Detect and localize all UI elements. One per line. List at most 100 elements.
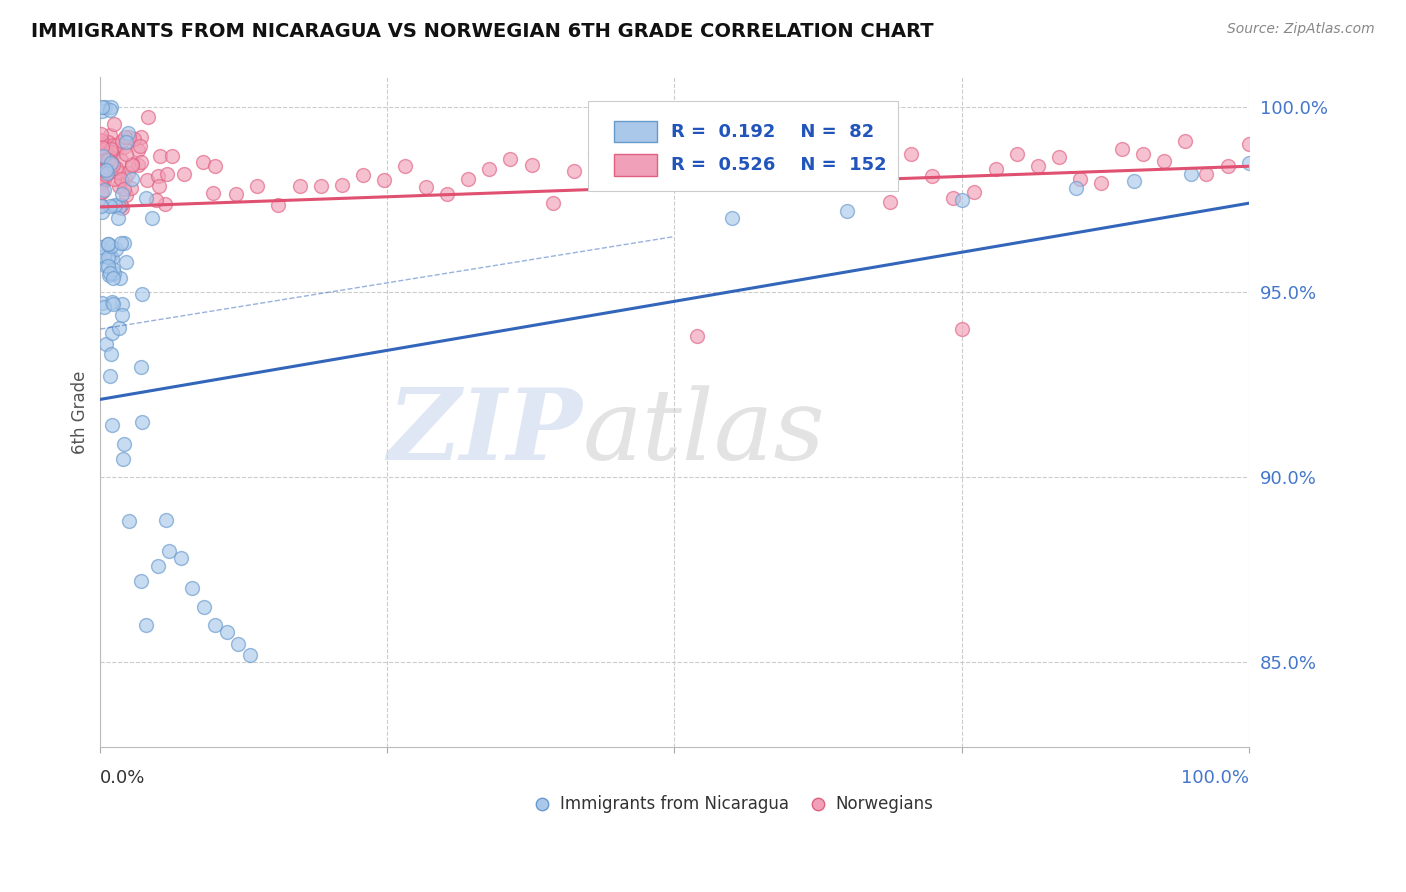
Point bbox=[91, 149, 114, 163]
Point bbox=[499, 153, 522, 167]
Point bbox=[93, 163, 115, 178]
Point bbox=[97, 237, 120, 252]
Point bbox=[950, 193, 973, 207]
Point bbox=[105, 137, 128, 152]
Point bbox=[950, 322, 973, 336]
FancyBboxPatch shape bbox=[588, 101, 898, 191]
Point bbox=[104, 198, 127, 212]
Point bbox=[1180, 167, 1202, 181]
FancyBboxPatch shape bbox=[613, 121, 657, 143]
Point bbox=[921, 169, 943, 183]
Point bbox=[141, 211, 163, 226]
Point bbox=[1132, 147, 1154, 161]
Point bbox=[100, 155, 122, 169]
Point bbox=[98, 266, 121, 280]
Point bbox=[101, 261, 124, 276]
Point bbox=[156, 167, 179, 181]
Point bbox=[478, 162, 501, 177]
Point bbox=[100, 158, 122, 172]
Point bbox=[112, 451, 135, 466]
Point bbox=[330, 178, 353, 192]
Y-axis label: 6th Grade: 6th Grade bbox=[72, 370, 89, 454]
Point bbox=[170, 551, 193, 566]
Point bbox=[117, 166, 139, 180]
Point bbox=[94, 142, 117, 156]
Point bbox=[96, 139, 118, 153]
Point bbox=[100, 156, 122, 170]
Point bbox=[103, 117, 125, 131]
Text: R =  0.526    N =  152: R = 0.526 N = 152 bbox=[671, 156, 887, 174]
Point bbox=[107, 211, 129, 225]
Point bbox=[117, 126, 139, 140]
Point bbox=[858, 168, 880, 182]
Point bbox=[121, 158, 143, 172]
Point bbox=[97, 161, 120, 175]
Point bbox=[101, 418, 124, 433]
Point bbox=[288, 178, 311, 193]
Point bbox=[129, 154, 152, 169]
Point bbox=[93, 143, 115, 157]
Point bbox=[115, 146, 138, 161]
Point bbox=[107, 179, 129, 194]
Point bbox=[215, 625, 238, 640]
Point bbox=[135, 191, 157, 205]
Point bbox=[97, 141, 120, 155]
Point bbox=[173, 167, 195, 181]
Point bbox=[193, 599, 215, 614]
Point bbox=[131, 286, 153, 301]
Point bbox=[794, 154, 817, 169]
Point bbox=[457, 172, 479, 186]
Point bbox=[90, 198, 112, 212]
Point bbox=[121, 172, 143, 186]
Point bbox=[815, 149, 838, 163]
Point bbox=[135, 618, 157, 632]
Point bbox=[148, 178, 170, 193]
Point bbox=[100, 100, 122, 114]
Point bbox=[108, 200, 131, 214]
Point bbox=[97, 268, 120, 282]
Point bbox=[1090, 176, 1112, 190]
Point bbox=[963, 185, 986, 199]
Point bbox=[101, 296, 124, 310]
Point bbox=[94, 162, 117, 177]
Point bbox=[98, 128, 121, 143]
Point bbox=[90, 174, 112, 188]
Point bbox=[1216, 159, 1239, 173]
Point bbox=[107, 321, 129, 335]
Point bbox=[91, 153, 114, 167]
Point bbox=[226, 636, 249, 650]
Point bbox=[100, 294, 122, 309]
Point bbox=[1237, 155, 1260, 169]
Point bbox=[773, 174, 796, 188]
Point bbox=[204, 160, 226, 174]
Point bbox=[103, 199, 125, 213]
Text: R =  0.192    N =  82: R = 0.192 N = 82 bbox=[671, 123, 875, 141]
Point bbox=[96, 166, 118, 180]
Point bbox=[122, 131, 145, 145]
Point bbox=[149, 149, 172, 163]
Point bbox=[103, 172, 125, 186]
Point bbox=[835, 203, 858, 218]
Point bbox=[668, 174, 690, 188]
Point bbox=[100, 163, 122, 178]
Point bbox=[352, 168, 374, 182]
Point bbox=[110, 198, 132, 212]
Point bbox=[90, 200, 112, 214]
Point bbox=[105, 161, 128, 175]
Point bbox=[107, 165, 129, 179]
Point bbox=[94, 149, 117, 163]
Point bbox=[146, 169, 169, 183]
Point bbox=[583, 147, 606, 161]
Point bbox=[114, 171, 136, 186]
Point bbox=[111, 308, 134, 322]
Text: IMMIGRANTS FROM NICARAGUA VS NORWEGIAN 6TH GRADE CORRELATION CHART: IMMIGRANTS FROM NICARAGUA VS NORWEGIAN 6… bbox=[31, 22, 934, 41]
Point bbox=[97, 151, 120, 165]
Point bbox=[90, 139, 112, 153]
Point bbox=[96, 336, 118, 351]
Point bbox=[93, 162, 115, 177]
Text: atlas: atlas bbox=[582, 384, 825, 480]
Point bbox=[879, 195, 901, 210]
Point bbox=[93, 300, 115, 314]
Point bbox=[93, 149, 115, 163]
Point bbox=[239, 648, 262, 662]
